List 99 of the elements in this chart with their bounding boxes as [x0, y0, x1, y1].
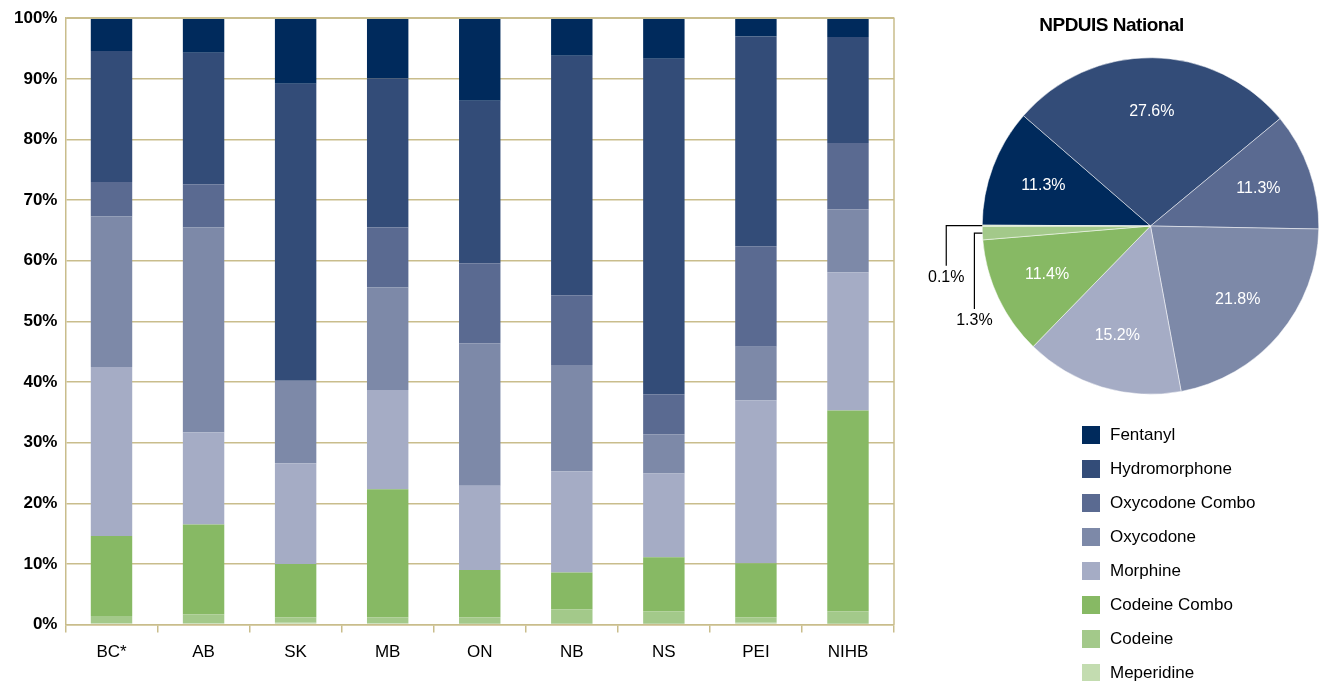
y-tick-label: 70%: [23, 189, 58, 209]
bar: [551, 55, 593, 296]
x-tick-label: ON: [466, 642, 493, 662]
bar: [274, 563, 317, 618]
bar: [366, 617, 409, 624]
bar: [551, 365, 593, 472]
x-tick-label: BC*: [96, 642, 128, 662]
chart-title: NPDUIS National: [1038, 14, 1185, 37]
x-tick-label: AB: [192, 642, 215, 662]
bar: [827, 272, 869, 411]
bar: [735, 246, 777, 347]
bar: [90, 181, 133, 217]
y-tick-label: 90%: [23, 68, 58, 88]
x-tick-label: SK: [284, 642, 308, 662]
bar: [182, 524, 225, 615]
bar: [182, 432, 225, 525]
bar: [643, 18, 685, 59]
bar: [366, 287, 409, 390]
bar: [643, 557, 685, 612]
bar: [366, 389, 409, 490]
bar: [459, 570, 501, 618]
y-tick-label: 10%: [23, 553, 58, 573]
legend-label: Morphine: [1110, 561, 1181, 581]
legend-label: Codeine Combo: [1110, 595, 1233, 615]
y-tick-label: 100%: [14, 7, 58, 27]
bar: [274, 617, 317, 623]
bar: [735, 563, 777, 618]
bar: [735, 617, 777, 623]
legend-label: Oxycodone Combo: [1110, 493, 1256, 513]
bar: [643, 611, 685, 624]
data-label: 1.3%: [956, 311, 993, 329]
y-tick-label: 50%: [23, 311, 58, 331]
bar: [551, 18, 593, 56]
x-tick-label: NB: [559, 642, 584, 662]
y-tick-label: 30%: [23, 432, 58, 452]
bar: [827, 143, 869, 210]
legend-label: Codeine: [1110, 629, 1174, 649]
bar: [551, 295, 593, 366]
bar: [643, 434, 685, 474]
legend-label: Hydromorphone: [1110, 459, 1232, 479]
bar: [182, 18, 225, 53]
bar: [182, 52, 225, 185]
legend-label: Oxycodone: [1110, 527, 1196, 547]
bar: [274, 380, 317, 464]
data-label: 11.4%: [1024, 265, 1070, 283]
bar: [551, 572, 593, 610]
data-label: 21.8%: [1215, 290, 1261, 308]
data-label: 0.1%: [928, 268, 965, 286]
bar: [90, 50, 133, 182]
x-tick-label: PEI: [742, 642, 770, 662]
x-tick-label: MB: [374, 642, 401, 662]
y-tick-label: 40%: [23, 371, 58, 391]
bar: [366, 78, 409, 228]
x-tick-label: NIHB: [827, 642, 869, 662]
bar: [366, 18, 409, 79]
bar: [90, 536, 133, 617]
bar: [827, 37, 869, 144]
bar: [827, 209, 869, 273]
bar: [459, 343, 501, 486]
bar: [459, 18, 501, 101]
y-tick-label: 60%: [23, 250, 58, 270]
bar: [735, 346, 777, 401]
bar: [643, 58, 685, 395]
data-label: 15.2%: [1094, 325, 1140, 343]
bar: [735, 18, 777, 37]
bar: [274, 83, 317, 381]
bar: [274, 18, 317, 84]
bar: [182, 614, 225, 624]
data-label: 11.3%: [1021, 176, 1066, 194]
bar: [735, 36, 777, 247]
bar: [90, 18, 133, 51]
bar: [182, 227, 225, 433]
bar: [366, 489, 409, 618]
bar: [274, 463, 317, 564]
bar: [182, 184, 225, 228]
bar: [827, 410, 869, 612]
bar: [459, 100, 501, 264]
bar: [459, 485, 501, 571]
bar: [643, 473, 685, 558]
y-tick-label: 20%: [23, 493, 58, 513]
bar: [551, 471, 593, 573]
bar: [90, 366, 133, 537]
bar: [735, 400, 777, 564]
bar: [459, 263, 501, 344]
bar: [459, 617, 501, 624]
bar: [90, 216, 133, 367]
data-label: 27.6%: [1129, 102, 1175, 119]
bar: [827, 18, 869, 37]
x-tick-label: NS: [652, 642, 676, 662]
y-tick-label: 0%: [32, 614, 58, 634]
legend-label: Meperidine: [1110, 663, 1195, 681]
legend-label: Fentanyl: [1110, 425, 1176, 445]
data-label: 11.3%: [1236, 178, 1281, 196]
bar: [827, 611, 869, 624]
bar: [366, 227, 409, 288]
y-tick-label: 80%: [23, 129, 58, 149]
bar: [643, 394, 685, 435]
bar: [551, 609, 593, 624]
bar: [90, 616, 133, 624]
